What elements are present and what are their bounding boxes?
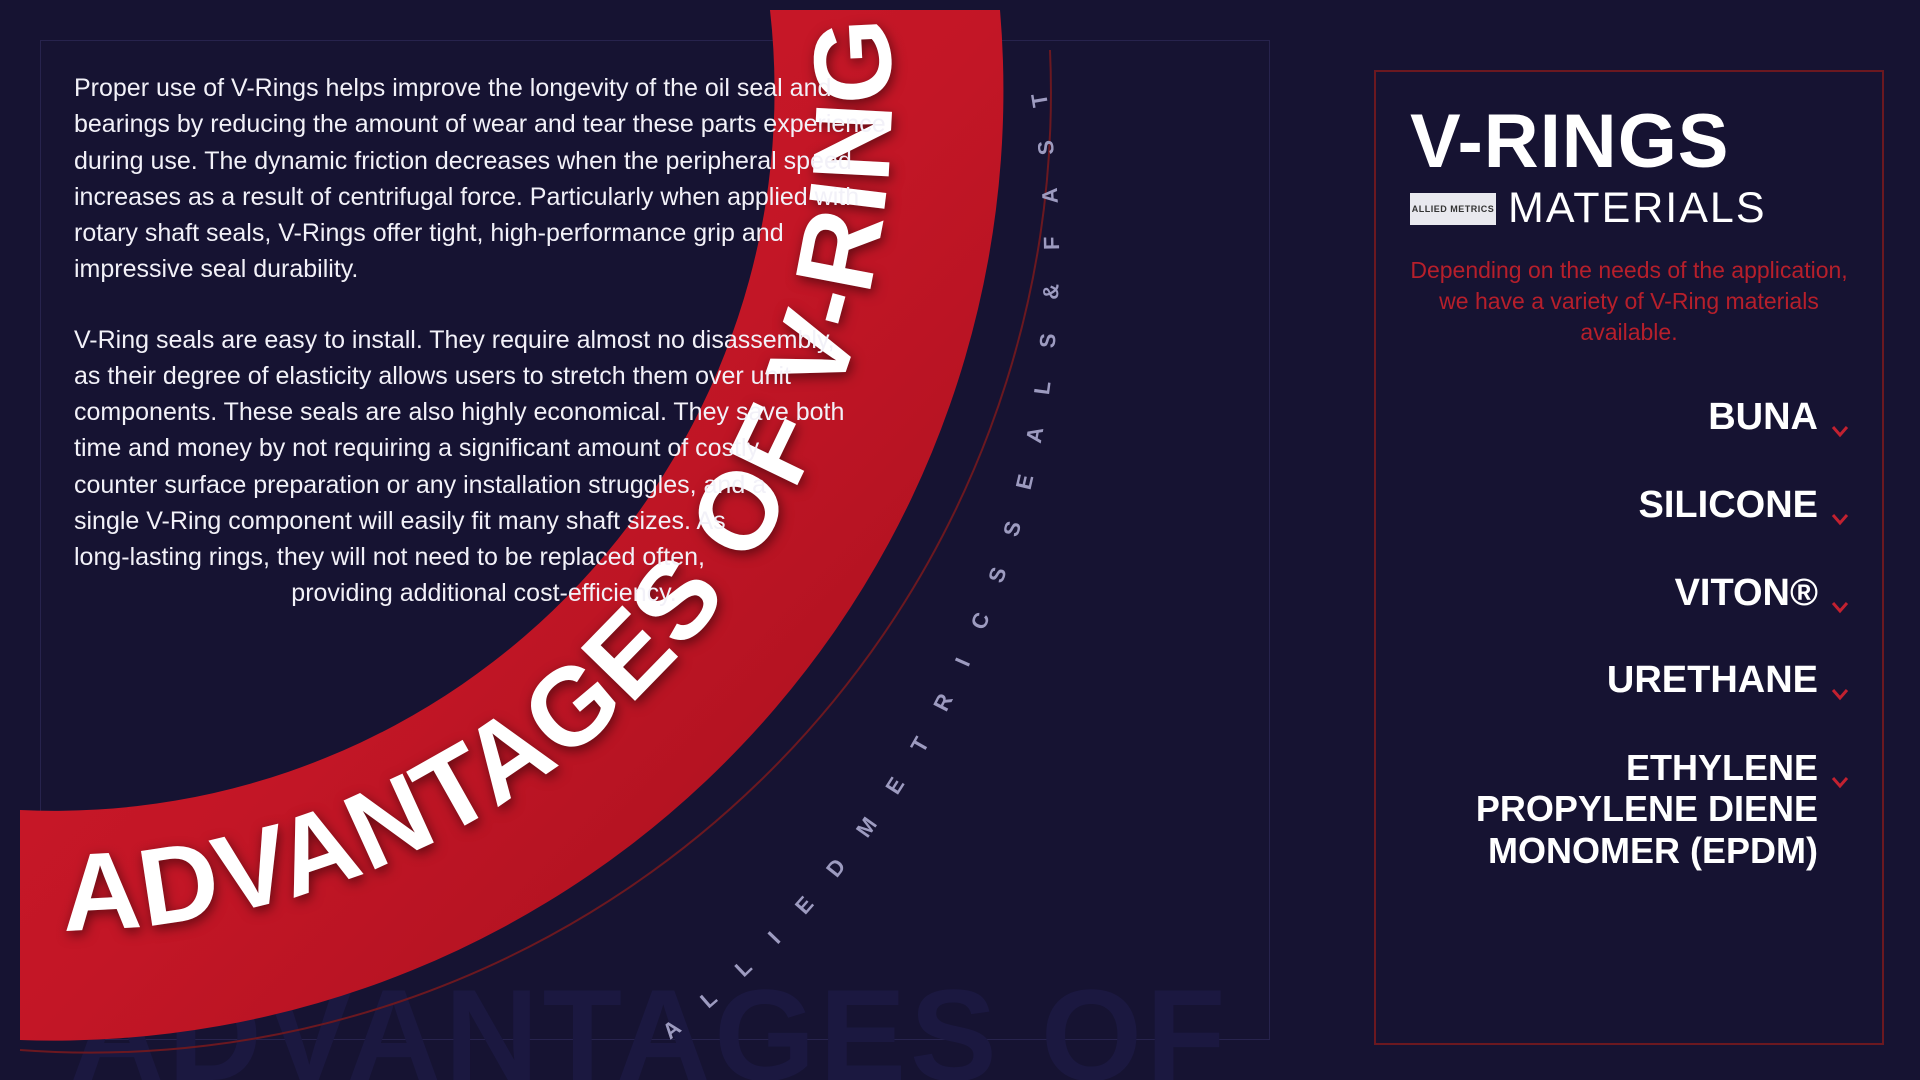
materials-panel: V-RINGS ALLIED METRICS MATERIALS Dependi… [1374, 70, 1884, 1045]
panel-tagline: Depending on the needs of the applicatio… [1410, 255, 1848, 348]
materials-list: BUNA SILICONE VITON® URETHANE ETHYLENE P… [1410, 396, 1848, 871]
panel-title: V-RINGS [1410, 106, 1848, 178]
material-urethane[interactable]: URETHANE [1410, 659, 1848, 703]
material-label: BUNA [1708, 396, 1818, 438]
body-copy: Proper use of V-Rings helps improve the … [74, 70, 894, 646]
chevron-down-icon [1830, 408, 1850, 428]
material-epdm[interactable]: ETHYLENE PROPYLENE DIENE MONOMER (EPDM) [1410, 747, 1848, 871]
watermark-text: ADVANTAGES OF [70, 960, 1229, 1080]
material-label: SILICONE [1639, 484, 1818, 526]
material-label: VITON® [1675, 572, 1818, 614]
chevron-down-icon [1830, 584, 1850, 604]
chevron-down-icon [1830, 671, 1850, 691]
material-buna[interactable]: BUNA [1410, 396, 1848, 440]
paragraph-2: V-Ring seals are easy to install. They r… [74, 322, 894, 612]
paragraph-1: Proper use of V-Rings helps improve the … [74, 70, 894, 288]
material-label: URETHANE [1607, 659, 1818, 701]
allied-metrics-logo: ALLIED METRICS [1410, 193, 1496, 225]
material-silicone[interactable]: SILICONE [1410, 484, 1848, 528]
material-viton[interactable]: VITON® [1410, 572, 1848, 616]
chevron-down-icon [1830, 496, 1850, 516]
material-label: ETHYLENE PROPYLENE DIENE MONOMER (EPDM) [1476, 747, 1818, 871]
panel-subtitle: MATERIALS [1508, 184, 1767, 233]
chevron-down-icon [1830, 759, 1850, 779]
